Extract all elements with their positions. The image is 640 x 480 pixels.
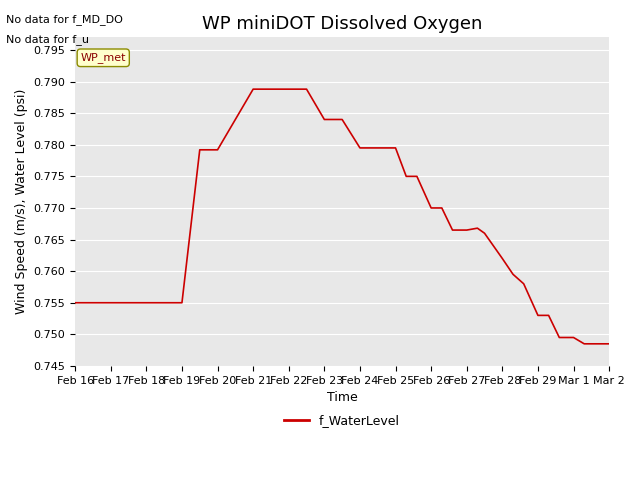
X-axis label: Time: Time [327, 391, 358, 404]
Text: No data for f_MD_DO: No data for f_MD_DO [6, 14, 124, 25]
Text: No data for f_u: No data for f_u [6, 34, 90, 45]
Legend: f_WaterLevel: f_WaterLevel [279, 409, 405, 432]
Title: WP miniDOT Dissolved Oxygen: WP miniDOT Dissolved Oxygen [202, 15, 483, 33]
Text: WP_met: WP_met [81, 52, 126, 63]
Y-axis label: Wind Speed (m/s), Water Level (psi): Wind Speed (m/s), Water Level (psi) [15, 89, 28, 314]
